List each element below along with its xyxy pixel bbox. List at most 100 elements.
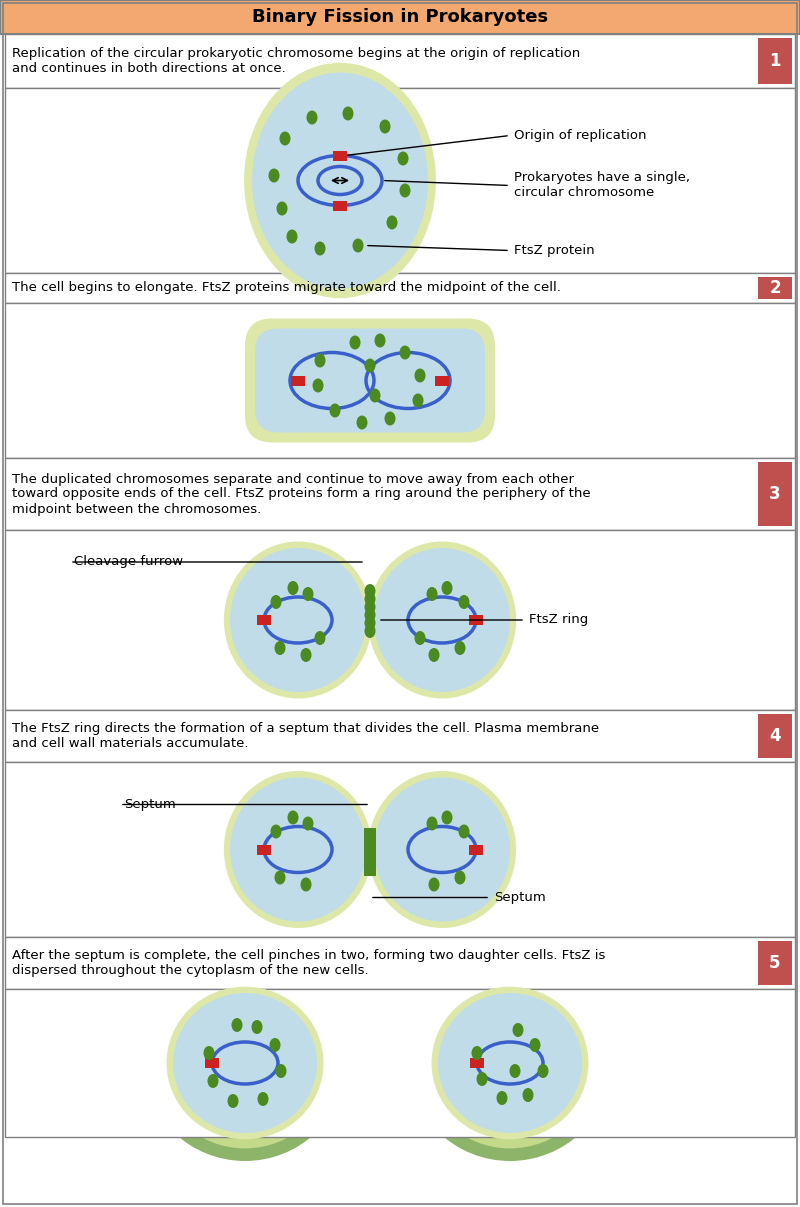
Ellipse shape [270,595,282,610]
Bar [333,200,347,210]
Ellipse shape [313,379,323,392]
Ellipse shape [357,415,367,430]
Ellipse shape [342,106,354,121]
Ellipse shape [442,810,453,824]
Ellipse shape [365,624,375,639]
Ellipse shape [306,111,318,124]
FancyBboxPatch shape [255,328,485,432]
Ellipse shape [368,542,516,699]
Bar [5,88,795,273]
Ellipse shape [224,542,372,699]
Bar [5,273,795,303]
Ellipse shape [203,748,394,950]
Ellipse shape [173,993,317,1133]
FancyBboxPatch shape [245,319,495,443]
Ellipse shape [287,581,298,595]
Ellipse shape [379,119,390,134]
Bar [5,710,795,762]
Ellipse shape [350,336,361,350]
Ellipse shape [365,584,375,597]
Ellipse shape [399,183,410,198]
Bar [5,530,795,710]
Ellipse shape [426,816,438,830]
Text: 4: 4 [769,727,781,745]
Ellipse shape [251,1020,262,1034]
Ellipse shape [385,412,395,426]
Ellipse shape [530,1038,541,1053]
Ellipse shape [374,548,510,692]
Ellipse shape [513,1024,523,1037]
Ellipse shape [157,978,333,1148]
Ellipse shape [286,229,298,244]
Text: Septum: Septum [124,798,176,811]
Ellipse shape [279,132,290,146]
Ellipse shape [359,762,525,938]
Bar [364,851,376,859]
Ellipse shape [426,587,438,601]
Text: Origin of replication: Origin of replication [514,129,646,142]
Ellipse shape [275,1065,286,1078]
Ellipse shape [386,216,398,229]
Ellipse shape [422,978,598,1148]
Ellipse shape [231,1018,242,1032]
Ellipse shape [365,608,375,622]
Ellipse shape [374,333,386,348]
Bar [469,845,483,855]
Bar [364,828,376,835]
Ellipse shape [230,777,366,921]
Ellipse shape [270,824,282,839]
Ellipse shape [302,816,314,830]
Ellipse shape [510,1065,521,1078]
Ellipse shape [227,1094,238,1108]
Bar [205,1059,219,1068]
Bar [469,616,483,625]
Ellipse shape [252,72,428,288]
Ellipse shape [346,519,538,721]
Bar [758,37,792,84]
Ellipse shape [365,616,375,630]
Bar [364,868,376,875]
Ellipse shape [314,631,326,645]
Ellipse shape [301,877,311,892]
Text: 2: 2 [769,279,781,297]
Text: 5: 5 [770,954,781,972]
Ellipse shape [269,169,279,182]
Ellipse shape [477,1072,487,1086]
Ellipse shape [442,581,453,595]
Ellipse shape [287,810,298,824]
Text: After the septum is complete, the cell pinches in two, forming two daughter cell: After the septum is complete, the cell p… [12,949,606,976]
Ellipse shape [244,63,436,298]
Ellipse shape [431,986,589,1139]
Ellipse shape [215,762,381,938]
Bar [291,375,305,385]
Ellipse shape [274,870,286,885]
Ellipse shape [314,241,326,256]
Ellipse shape [203,1046,214,1060]
Ellipse shape [233,48,447,313]
Ellipse shape [438,993,582,1133]
Ellipse shape [302,587,314,601]
Bar [435,375,449,385]
Ellipse shape [353,239,363,252]
Ellipse shape [409,966,611,1161]
Text: Cleavage furrow: Cleavage furrow [74,555,183,568]
Ellipse shape [538,1065,549,1078]
Bar [5,457,795,530]
Ellipse shape [330,403,341,418]
Ellipse shape [144,966,346,1161]
Bar [758,276,792,299]
Ellipse shape [458,824,470,839]
Bar [5,762,795,937]
Ellipse shape [207,1074,218,1088]
Bar [364,859,376,868]
Text: The duplicated chromosomes separate and continue to move away from each other
to: The duplicated chromosomes separate and … [12,472,590,515]
Text: Replication of the circular prokaryotic chromosome begins at the origin of repli: Replication of the circular prokaryotic … [12,47,580,75]
Ellipse shape [454,641,466,655]
Ellipse shape [368,771,516,928]
Bar [758,941,792,985]
Ellipse shape [458,595,470,610]
Ellipse shape [224,771,372,928]
Bar [758,462,792,526]
Bar [5,34,795,88]
Bar [257,845,271,855]
